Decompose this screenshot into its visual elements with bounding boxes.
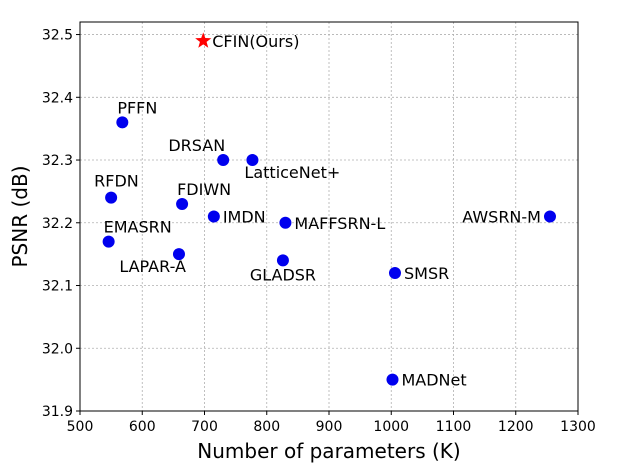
point-imdn (207, 210, 220, 223)
x-tick-label: 900 (316, 419, 343, 435)
y-tick-label: 32.0 (42, 341, 73, 357)
point-awsrn-m (543, 210, 556, 223)
x-tick-label: 1000 (373, 419, 409, 435)
label-maffsrn-l: MAFFSRN-L (294, 214, 385, 233)
y-tick-label: 32.3 (42, 153, 73, 169)
y-tick-label: 32.4 (42, 90, 73, 106)
y-axis-label: PSNR (dB) (8, 166, 32, 268)
plot-frame (79, 21, 579, 412)
point-gladsr (276, 254, 289, 267)
x-tick-label: 700 (191, 419, 218, 435)
label-awsrn-m: AWSRN-M (462, 208, 541, 227)
data-points (102, 32, 556, 386)
x-tick-label: 1200 (498, 419, 534, 435)
label-imdn: IMDN (223, 208, 266, 227)
point-rfdn (105, 191, 118, 204)
label-madnet: MADNet (401, 371, 466, 390)
point-labels: CFIN(Ours) PFFN DRSAN LatticeNet+ RFDN FDIWN I… (94, 32, 541, 390)
point-drsan (217, 154, 230, 167)
x-tick-label: 800 (253, 419, 280, 435)
point-latticenet (246, 154, 259, 167)
label-emasrn: EMASRN (104, 218, 172, 237)
x-tick-label: 500 (67, 419, 94, 435)
label-fdiwn: FDIWN (177, 180, 231, 199)
point-madnet (386, 373, 399, 386)
x-tick-label: 1100 (436, 419, 472, 435)
point-emasrn (102, 235, 115, 248)
x-tick-label: 1300 (560, 419, 596, 435)
y-tick-label: 32.5 (42, 28, 73, 44)
label-rfdn: RFDN (94, 172, 139, 191)
y-tick-label: 32.2 (42, 216, 73, 232)
x-tick-label: 600 (129, 419, 156, 435)
y-tick-label: 31.9 (42, 404, 73, 420)
point-maffsrn-l (279, 216, 292, 229)
point-fdiwn (176, 197, 189, 210)
label-gladsr: GLADSR (250, 265, 316, 284)
point-pffn (116, 116, 129, 129)
point-cfin-ours (195, 32, 212, 48)
x-axis-label: Number of parameters (K) (197, 439, 460, 463)
label-drsan: DRSAN (168, 136, 225, 155)
point-lapar-a (172, 248, 185, 261)
label-pffn: PFFN (117, 98, 157, 117)
label-latticenet: LatticeNet+ (244, 163, 340, 182)
point-smsr (388, 266, 401, 279)
label-cfin-ours: CFIN(Ours) (212, 32, 299, 51)
y-tick-label: 32.1 (42, 279, 73, 295)
label-lapar-a: LAPAR-A (119, 257, 186, 276)
label-smsr: SMSR (404, 264, 449, 283)
axis-ticks: 500 600 700 800 900 1000 1100 1200 1300 31.9 32.0 3… (42, 28, 596, 435)
